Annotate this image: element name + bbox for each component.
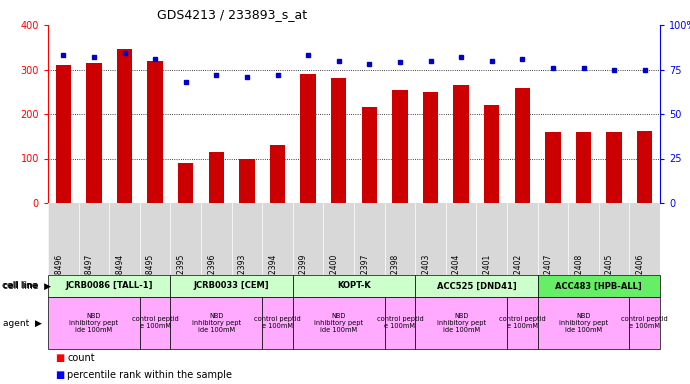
Text: KOPT-K: KOPT-K [337,281,371,291]
Text: NBD
inhibitory pept
ide 100mM: NBD inhibitory pept ide 100mM [192,313,241,333]
Bar [239,159,255,203]
Bar [545,132,560,203]
Bar [637,131,652,203]
Bar [415,275,538,297]
Text: GDS4213 / 233893_s_at: GDS4213 / 233893_s_at [157,8,306,21]
Bar [538,297,629,349]
Bar [208,152,224,203]
Bar [362,107,377,203]
Bar [48,297,140,349]
Bar [262,297,293,349]
Text: control peptid
e 100mM: control peptid e 100mM [499,316,546,329]
Bar [629,297,660,349]
Text: count: count [68,353,95,363]
Bar [484,105,500,203]
Bar [170,297,262,349]
Text: JCRB0086 [TALL-1]: JCRB0086 [TALL-1] [66,281,153,291]
Text: cell line  ▶: cell line ▶ [3,281,51,291]
Text: control peptid
e 100mM: control peptid e 100mM [132,316,179,329]
Text: agent  ▶: agent ▶ [3,318,42,328]
Bar [86,63,101,203]
Bar [423,92,438,203]
Bar [453,85,469,203]
Bar [576,132,591,203]
Text: NBD
inhibitory pept
ide 100mM: NBD inhibitory pept ide 100mM [69,313,119,333]
Bar [117,50,132,203]
Bar [607,132,622,203]
Bar [392,89,408,203]
Text: ■: ■ [55,353,64,363]
Text: NBD
inhibitory pept
ide 100mM: NBD inhibitory pept ide 100mM [437,313,486,333]
Bar [270,145,285,203]
Text: control peptid
e 100mM: control peptid e 100mM [621,316,668,329]
Text: JCRB0033 [CEM]: JCRB0033 [CEM] [194,281,269,291]
Bar [415,297,507,349]
Text: control peptid
e 100mM: control peptid e 100mM [254,316,301,329]
Text: control peptid
e 100mM: control peptid e 100mM [377,316,423,329]
Text: NBD
inhibitory pept
ide 100mM: NBD inhibitory pept ide 100mM [559,313,608,333]
Text: ACC525 [DND41]: ACC525 [DND41] [437,281,516,291]
Bar [293,297,384,349]
Bar [538,275,660,297]
Bar [148,61,163,203]
Text: cell line: cell line [3,281,39,291]
Bar [384,297,415,349]
Bar [507,297,538,349]
Bar [293,275,415,297]
Text: NBD
inhibitory pept
ide 100mM: NBD inhibitory pept ide 100mM [314,313,363,333]
Text: ACC483 [HPB-ALL]: ACC483 [HPB-ALL] [555,281,642,291]
Bar [56,65,71,203]
Bar [140,297,170,349]
Bar [178,163,193,203]
Text: cell line: cell line [2,281,37,291]
Bar [515,88,530,203]
Bar [331,78,346,203]
Text: ■: ■ [55,370,64,380]
Text: percentile rank within the sample: percentile rank within the sample [68,370,233,380]
Bar [300,74,316,203]
Bar [48,275,170,297]
Bar [170,275,293,297]
